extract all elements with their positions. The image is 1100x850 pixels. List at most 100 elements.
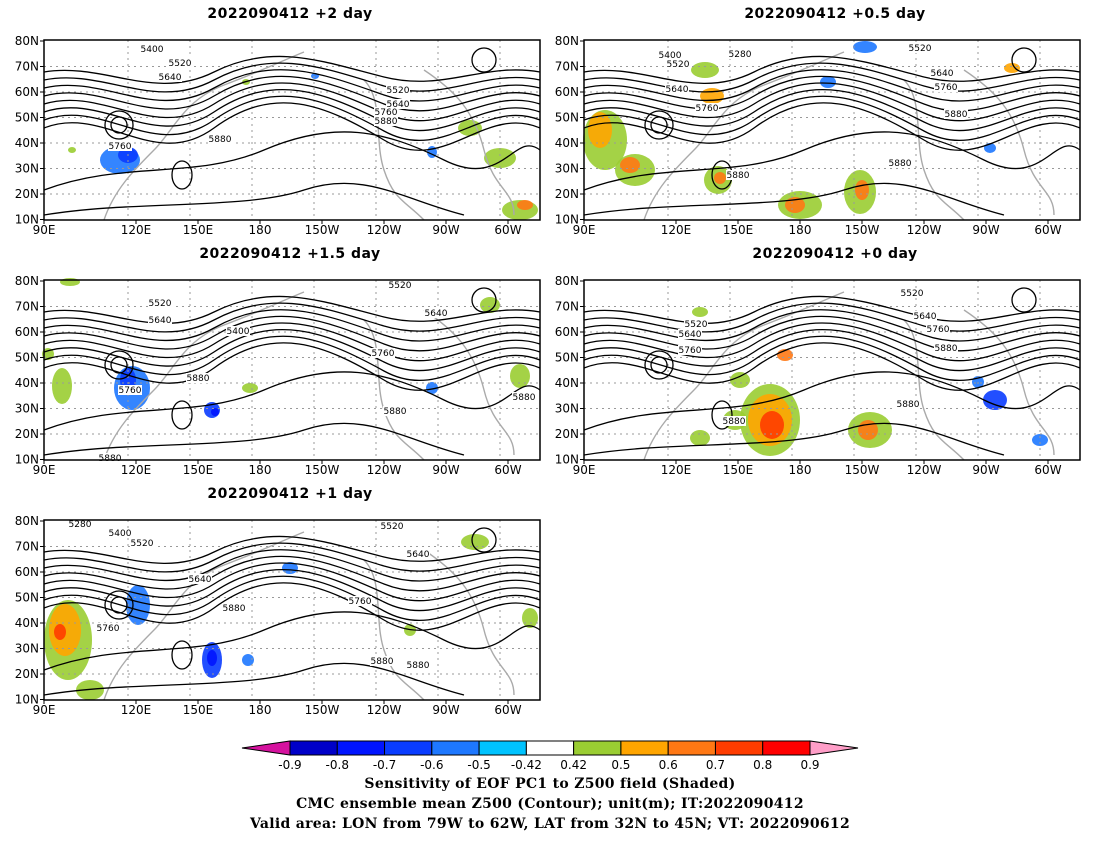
colorbar-segment [762, 740, 811, 756]
panel-title: 2022090412 +1 day [207, 486, 373, 502]
geopotential-contour [583, 329, 1081, 372]
geopotential-contour [43, 182, 465, 216]
shaded-region [983, 390, 1007, 410]
closed-low-contour [1011, 47, 1037, 73]
lat-tick-label: 70N [15, 540, 39, 554]
contour-label: 5520 [387, 86, 410, 96]
shaded-region [282, 562, 298, 574]
geopotential-contour [583, 182, 1005, 216]
shaded-region [714, 172, 726, 184]
shaded-region [207, 650, 217, 666]
lat-tick-label: 70N [15, 60, 39, 74]
geopotential-contour [583, 371, 1081, 431]
contour-label: 5880 [209, 135, 232, 145]
contour-label: 5880 [223, 604, 246, 614]
contour-label: 5640 [189, 575, 212, 585]
contour-label: 5880 [384, 407, 407, 417]
coastline-asia [643, 51, 845, 221]
geopotential-contour [43, 82, 541, 122]
colorbar: -0.9 -0.8 -0.7 -0.6 -0.5 -0.42 0.42 0.5 0.6 0.7 0.… [241, 740, 859, 772]
lon-tick-label: 60W [1034, 463, 1061, 477]
closed-low-contour [471, 47, 497, 73]
contour-label: 5640 [387, 100, 410, 110]
lat-tick-label: 60N [555, 325, 579, 339]
geopotential-contour [43, 371, 541, 431]
shaded-region [60, 278, 80, 286]
geopotential-contour [583, 131, 1081, 191]
colorbar-segment [525, 740, 575, 756]
contour-label: 5520 [909, 44, 932, 54]
lon-tick-label: 150W [845, 223, 880, 237]
lat-tick-label: 80N [555, 34, 579, 48]
shaded-region [480, 297, 500, 313]
shaded-region [730, 372, 750, 388]
shaded-region [1004, 63, 1020, 73]
lon-tick-label: 120E [661, 463, 692, 477]
lon-tick-label: 180 [789, 223, 812, 237]
lon-tick-label: 90W [972, 223, 999, 237]
contour-label: 5520 [131, 539, 154, 549]
geopotential-contour [583, 295, 1081, 325]
closed-low-contour [110, 356, 128, 374]
lat-tick-label: 60N [15, 565, 39, 579]
lon-tick-label: 120E [121, 223, 152, 237]
lon-tick-label: 150E [183, 223, 214, 237]
footer-line-3: Valid area: LON from 79W to 62W, LAT fro… [249, 816, 851, 832]
lon-tick-label: 120W [367, 703, 402, 717]
map-panel-2: 5520 5520 5640 5400 5640 5760 5880 5760 5880 5880… [15, 274, 541, 477]
colorbar-segment [620, 740, 669, 756]
lon-tick-label: 60W [494, 463, 521, 477]
contour-label: 5760 [679, 346, 702, 356]
lat-tick-label: 20N [15, 427, 39, 441]
colorbar-segment [478, 740, 527, 756]
closed-low-contour [1011, 287, 1037, 313]
contour-label: 5880 [889, 159, 912, 169]
colorbar-segment [336, 740, 386, 756]
contour-label: 5880 [727, 171, 750, 181]
panel-title: 2022090412 +0 day [752, 246, 918, 262]
lat-tick-label: 60N [15, 325, 39, 339]
contour-label: 5880 [897, 400, 920, 410]
lon-tick-label: 150W [305, 223, 340, 237]
contour-label: 5280 [729, 50, 752, 60]
lat-tick-label: 30N [15, 402, 39, 416]
geopotential-contour [583, 309, 1081, 342]
lon-tick-label: 150W [845, 463, 880, 477]
colorbar-tick-label: -0.9 [278, 758, 301, 772]
contour-label: 5640 [407, 550, 430, 560]
geopotential-contour [43, 315, 541, 352]
colorbar-right-arrow [809, 740, 859, 756]
geopotential-contour [43, 569, 541, 612]
contour-label: 5640 [914, 312, 937, 322]
lon-tick-label: 150E [183, 703, 214, 717]
lat-tick-label: 70N [555, 60, 579, 74]
contour-label: 5760 [119, 386, 142, 396]
geopotential-contour [43, 302, 541, 333]
lat-tick-label: 40N [15, 376, 39, 390]
lat-tick-label: 30N [555, 402, 579, 416]
closed-low-contour [650, 356, 668, 374]
lat-tick-label: 40N [555, 136, 579, 150]
shaded-region [620, 157, 640, 173]
lat-tick-label: 80N [15, 514, 39, 528]
geopotential-contour [583, 89, 1081, 132]
lon-tick-label: 150W [305, 463, 340, 477]
contour-label: 5520 [149, 299, 172, 309]
lat-tick-label: 50N [555, 111, 579, 125]
contour-label: 5400 [141, 45, 164, 55]
closed-low-contour [110, 116, 128, 134]
shaded-region [855, 180, 869, 200]
shaded-region [690, 430, 710, 446]
map-panel-0: 54005520564055205640576058805760588080N7… [15, 34, 541, 237]
contour-label: 5760 [97, 624, 120, 634]
contour-label: 5760 [696, 104, 719, 114]
lat-tick-label: 30N [555, 162, 579, 176]
contour-label: 5640 [666, 85, 689, 95]
shaded-region [853, 41, 877, 53]
contour-label: 5640 [931, 69, 954, 79]
lat-tick-label: 30N [15, 162, 39, 176]
shaded-region [510, 364, 530, 388]
lat-tick-label: 20N [555, 187, 579, 201]
closed-low-contour [104, 350, 134, 380]
